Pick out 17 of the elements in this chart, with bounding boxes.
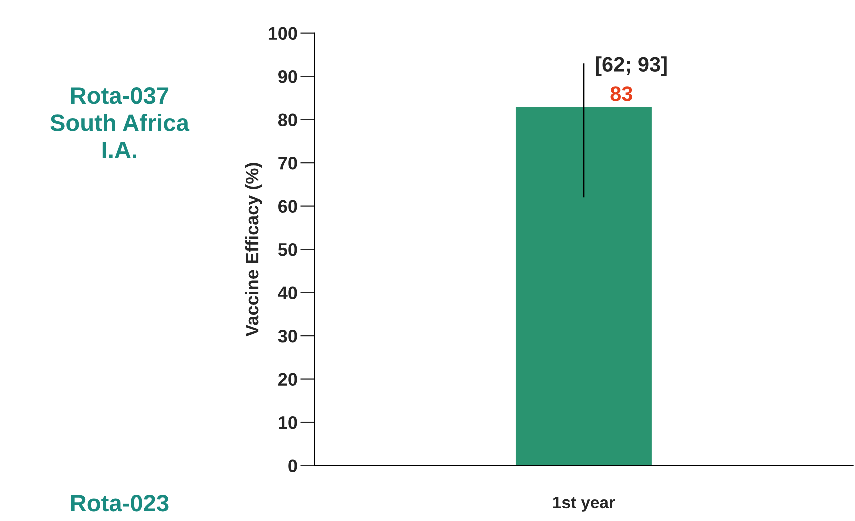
y-tick-label: 40 xyxy=(278,286,298,300)
y-tick-label: 90 xyxy=(278,70,298,84)
y-tick-label: 50 xyxy=(278,243,298,256)
text: Rota-023 xyxy=(71,494,169,512)
y-tick-label: 60 xyxy=(278,200,298,214)
y-tick-label: 100 xyxy=(268,27,298,40)
y-tick-label: 0 xyxy=(288,460,298,472)
y-tick-label: 20 xyxy=(278,373,298,386)
x-tick-label: 1st year xyxy=(554,496,616,512)
y-tick-label: 10 xyxy=(279,416,298,430)
y-tick-label: 80 xyxy=(278,114,298,127)
y-axis-title: Vaccine Efficacy (%) xyxy=(245,163,262,337)
data-label: 83 xyxy=(610,86,633,102)
y-tick-label: 70 xyxy=(278,157,298,170)
annotation: [62; 93] xyxy=(596,56,667,76)
y-tick-label: 30 xyxy=(278,330,298,343)
text: Rota-037 South Africa I.A. xyxy=(50,88,190,158)
